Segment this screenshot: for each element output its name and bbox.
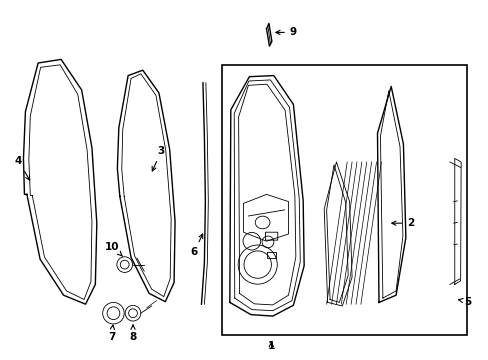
Text: 9: 9 bbox=[275, 27, 296, 37]
Text: 1: 1 bbox=[267, 341, 274, 351]
Text: 6: 6 bbox=[190, 234, 203, 257]
Text: 3: 3 bbox=[152, 146, 164, 171]
Text: 2: 2 bbox=[391, 218, 413, 228]
Text: 10: 10 bbox=[105, 242, 122, 256]
Bar bbox=[222, 65, 466, 335]
Text: 4: 4 bbox=[15, 156, 30, 180]
Text: 5: 5 bbox=[458, 297, 470, 307]
Text: 7: 7 bbox=[107, 325, 115, 342]
Text: 8: 8 bbox=[129, 325, 136, 342]
